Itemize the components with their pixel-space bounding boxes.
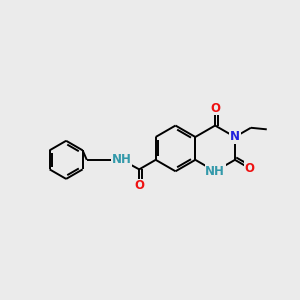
Text: NH: NH (205, 165, 225, 178)
Text: NH: NH (112, 153, 132, 166)
Text: O: O (210, 102, 220, 115)
Text: O: O (244, 162, 254, 175)
Text: N: N (230, 130, 240, 143)
Text: O: O (134, 179, 144, 192)
